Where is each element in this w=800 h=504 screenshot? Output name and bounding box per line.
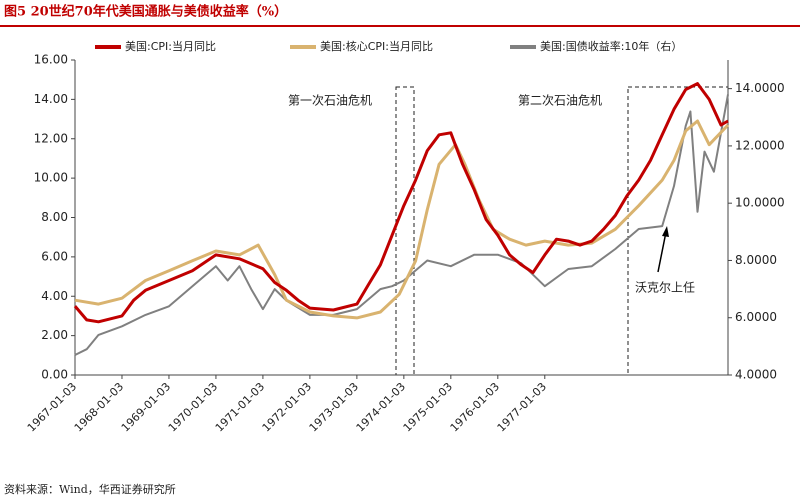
annotation-arrow: [657, 231, 667, 273]
annotation: 沃克尔上任: [635, 280, 695, 295]
annotation: 第二次石油危机: [518, 94, 602, 108]
x-tick-label: 1970-01-03: [166, 380, 220, 434]
y-tick-label: 0.00: [41, 368, 68, 382]
series-line: [74, 119, 730, 320]
x-tick-label: 1969-01-03: [119, 380, 173, 434]
crisis-box: [395, 86, 415, 376]
x-tick-label: 1975-01-03: [401, 380, 455, 434]
y2-tick-label: 6.0000: [735, 310, 777, 324]
y-tick-label: 4.00: [41, 289, 68, 303]
y2-tick-label: 8.0000: [735, 253, 777, 267]
y-tick-label: 16.00: [34, 53, 68, 67]
legend-label: 美国:国债收益率:10年（右）: [540, 39, 682, 53]
x-tick-label: 1972-01-03: [260, 380, 314, 434]
chart-title: 图5 20世纪70年代美国通胀与美债收益率（%）: [4, 4, 287, 20]
y-tick-label: 14.00: [34, 92, 68, 106]
y-tick-label: 6.00: [41, 249, 68, 263]
x-tick-label: 1976-01-03: [448, 380, 502, 434]
x-tick-label: 1974-01-03: [354, 380, 408, 434]
y2-tick-label: 12.0000: [735, 138, 785, 152]
legend-label: 美国:CPI:当月同比: [125, 39, 216, 53]
series-line: [74, 94, 729, 356]
annotation-arrowhead: [662, 226, 669, 237]
annotation: 第一次石油危机: [288, 94, 372, 108]
x-tick-label: 1973-01-03: [307, 380, 361, 434]
crisis-box: [627, 86, 729, 376]
y2-tick-label: 14.0000: [735, 81, 785, 95]
y2-tick-label: 4.0000: [735, 368, 777, 382]
source: 资料来源：Wind，华西证券研究所: [4, 482, 176, 496]
legend-label: 美国:核心CPI:当月同比: [320, 39, 433, 53]
y-tick-label: 12.00: [34, 131, 68, 145]
y2-tick-label: 10.0000: [735, 196, 785, 210]
y-tick-label: 8.00: [41, 210, 68, 224]
x-tick-label: 1967-01-03: [25, 380, 79, 434]
y-tick-label: 10.00: [34, 171, 68, 185]
x-tick-label: 1971-01-03: [213, 380, 267, 434]
series-line: [73, 82, 729, 324]
x-tick-label: 1977-01-03: [495, 380, 549, 434]
y-tick-label: 2.00: [41, 328, 68, 342]
x-tick-label: 1968-01-03: [72, 380, 126, 434]
